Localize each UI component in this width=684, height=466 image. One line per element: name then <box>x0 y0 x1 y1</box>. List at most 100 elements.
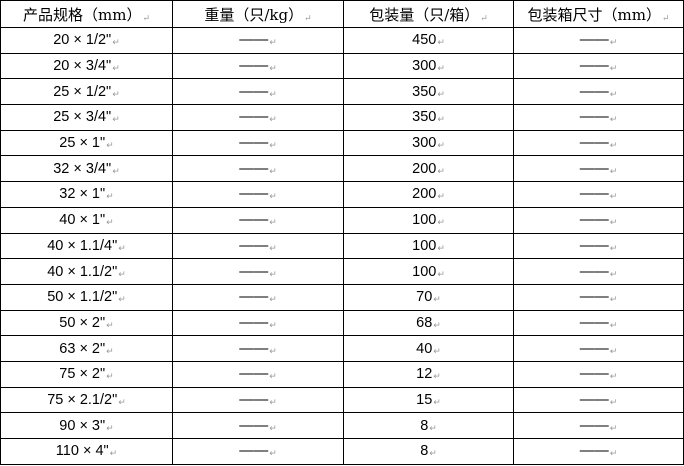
cell-text: 8 <box>420 443 437 459</box>
cell-weight: —— <box>172 104 344 131</box>
cell-box-size: —— <box>513 386 684 414</box>
table-row: 50 × 1.1/2" —— 70 —— <box>0 283 684 311</box>
cell-text: 100 <box>412 264 445 280</box>
header-row: 产品规格（mm） 重量（只/kg） 包装量（只/箱） 包装箱尺寸（mm） <box>0 0 684 28</box>
cell-text: 20 × 1/2" <box>53 32 120 48</box>
cell-pack-qty: 100 <box>343 258 514 285</box>
column-header-pack-qty: 包装量（只/箱） <box>343 0 514 28</box>
cell-text: —— <box>239 238 277 254</box>
cell-text: —— <box>239 341 277 357</box>
table-row: 50 × 2" —— 68 —— <box>0 309 684 337</box>
cell-text: 300 <box>412 135 445 151</box>
cell-text: —— <box>580 135 618 151</box>
cell-text: 50 × 2" <box>59 315 113 331</box>
cell-spec: 25 × 3/4" <box>0 104 173 131</box>
cell-text: —— <box>580 366 618 382</box>
cell-text: —— <box>580 238 618 254</box>
table-row: 32 × 1" —— 200 —— <box>0 181 684 208</box>
table-row: 75 × 2.1/2" —— 15 —— <box>0 386 684 414</box>
column-header-box-size: 包装箱尺寸（mm） <box>513 0 684 28</box>
cell-pack-qty: 8 <box>343 412 514 439</box>
cell-weight: —— <box>172 52 344 80</box>
cell-text: 25 × 1" <box>59 135 113 151</box>
cell-weight: —— <box>172 335 344 362</box>
cell-text: —— <box>580 212 618 228</box>
cell-text: 32 × 1" <box>59 186 113 202</box>
cell-box-size: —— <box>513 438 684 465</box>
cell-box-size: —— <box>513 129 684 157</box>
cell-text: —— <box>580 443 618 459</box>
cell-text: 8 <box>420 418 437 434</box>
cell-spec: 40 × 1.1/4" <box>0 232 173 260</box>
cell-pack-qty: 300 <box>343 52 514 80</box>
header-label: 包装箱尺寸（mm） <box>528 6 670 24</box>
cell-text: —— <box>239 289 277 305</box>
cell-pack-qty: 350 <box>343 78 514 106</box>
table-row: 40 × 1.1/2" —— 100 —— <box>0 258 684 285</box>
cell-box-size: —— <box>513 104 684 131</box>
cell-box-size: —— <box>513 27 684 54</box>
table-row: 32 × 3/4" —— 200 —— <box>0 155 684 183</box>
cell-text: 450 <box>412 32 445 48</box>
cell-text: —— <box>580 32 618 48</box>
cell-text: —— <box>239 161 277 177</box>
cell-box-size: —— <box>513 52 684 80</box>
cell-text: 68 <box>416 315 441 331</box>
cell-text: 40 × 1" <box>59 212 113 228</box>
cell-text: 100 <box>412 212 445 228</box>
cell-text: 12 <box>416 366 441 382</box>
cell-text: —— <box>239 32 277 48</box>
cell-spec: 20 × 1/2" <box>0 27 173 54</box>
cell-pack-qty: 300 <box>343 129 514 157</box>
cell-text: 40 <box>416 341 441 357</box>
table-row: 25 × 1/2" —— 350 —— <box>0 78 684 106</box>
cell-pack-qty: 100 <box>343 206 514 234</box>
cell-box-size: —— <box>513 412 684 439</box>
cell-text: —— <box>239 418 277 434</box>
column-header-spec: 产品规格（mm） <box>0 0 173 28</box>
cell-text: —— <box>580 186 618 202</box>
table-row: 20 × 1/2" —— 450 —— <box>0 27 684 54</box>
cell-text: —— <box>580 161 618 177</box>
cell-pack-qty: 15 <box>343 386 514 414</box>
cell-pack-qty: 200 <box>343 155 514 183</box>
table-body: 20 × 1/2"——450——20 × 3/4"——300——25 × 1/2… <box>0 27 684 465</box>
cell-weight: —— <box>172 27 344 54</box>
cell-text: —— <box>580 418 618 434</box>
cell-spec: 25 × 1" <box>0 129 173 157</box>
cell-pack-qty: 40 <box>343 335 514 362</box>
cell-text: 50 × 1.1/2" <box>47 289 126 305</box>
column-header-weight: 重量（只/kg） <box>172 0 344 28</box>
cell-spec: 50 × 1.1/2" <box>0 283 173 311</box>
table-row: 25 × 1" —— 300 —— <box>0 129 684 157</box>
cell-box-size: —— <box>513 206 684 234</box>
cell-text: —— <box>239 186 277 202</box>
cell-text: —— <box>580 84 618 100</box>
cell-pack-qty: 450 <box>343 27 514 54</box>
table-row: 20 × 3/4" —— 300 —— <box>0 52 684 80</box>
cell-text: —— <box>239 135 277 151</box>
cell-pack-qty: 350 <box>343 104 514 131</box>
cell-text: —— <box>239 443 277 459</box>
cell-text: 200 <box>412 186 445 202</box>
cell-text: —— <box>239 366 277 382</box>
cell-text: —— <box>580 58 618 74</box>
table-row: 75 × 2" —— 12 —— <box>0 360 684 388</box>
cell-text: —— <box>580 264 618 280</box>
cell-box-size: —— <box>513 78 684 106</box>
cell-weight: —— <box>172 181 344 208</box>
cell-pack-qty: 68 <box>343 309 514 337</box>
cell-text: —— <box>580 289 618 305</box>
cell-text: —— <box>580 392 618 408</box>
cell-spec: 20 × 3/4" <box>0 52 173 80</box>
cell-weight: —— <box>172 78 344 106</box>
cell-text: 25 × 3/4" <box>53 109 120 125</box>
cell-text: 90 × 3" <box>59 418 113 434</box>
cell-weight: —— <box>172 360 344 388</box>
cell-spec: 40 × 1" <box>0 206 173 234</box>
cell-text: 350 <box>412 84 445 100</box>
cell-box-size: —— <box>513 309 684 337</box>
cell-box-size: —— <box>513 283 684 311</box>
cell-text: 63 × 2" <box>59 341 113 357</box>
